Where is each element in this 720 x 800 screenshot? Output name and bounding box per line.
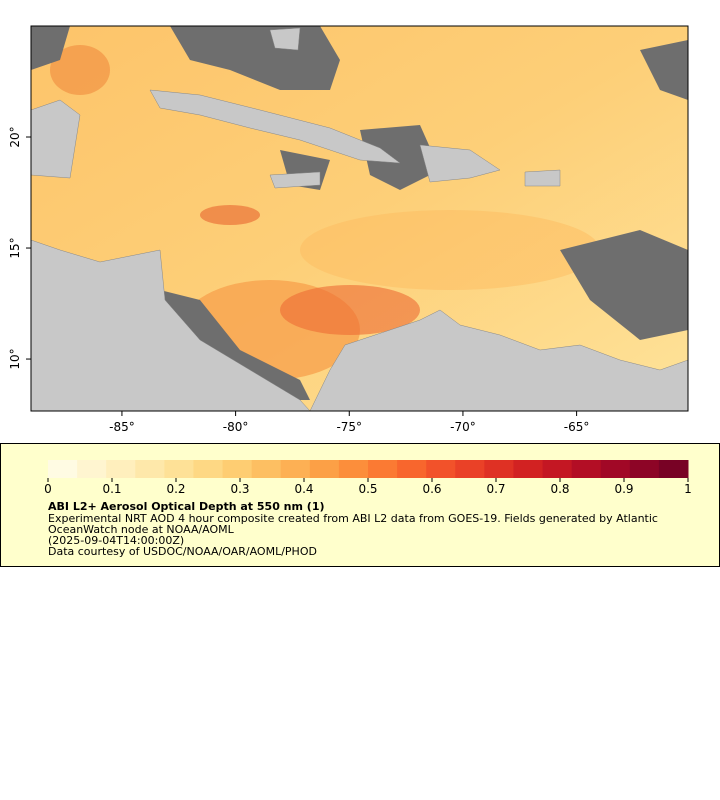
colorbar-cell <box>251 460 282 478</box>
colorbar-tick-label: 0.7 <box>486 482 505 496</box>
colorbar-cell <box>135 460 165 478</box>
colorbar-cell <box>542 460 573 478</box>
x-tick-label: -80° <box>223 420 249 434</box>
colorbar-cell <box>513 460 544 478</box>
legend-description: OceanWatch node at NOAA/AOML <box>48 523 235 536</box>
colorbar-cell <box>658 460 689 478</box>
legend-description: (2025-09-04T14:00:00Z) <box>48 534 184 547</box>
colorbar-tick-label: 0.8 <box>550 482 569 496</box>
colorbar-cell <box>309 460 340 478</box>
legend-description: Experimental NRT AOD 4 hour composite cr… <box>48 512 658 525</box>
colorbar-tick-label: 1 <box>684 482 692 496</box>
colorbar-tick-label: 0.5 <box>358 482 377 496</box>
colorbar-cell <box>164 460 194 478</box>
x-tick-label: -85° <box>109 420 135 434</box>
colorbar-cell <box>571 460 602 478</box>
x-tick-label: -65° <box>564 420 590 434</box>
legend-description: Data courtesy of USDOC/NOAA/OAR/AOML/PHO… <box>48 545 317 558</box>
colorbar-cell <box>600 460 631 478</box>
colorbar-cell <box>338 460 369 478</box>
colorbar-tick-label: 0.9 <box>614 482 633 496</box>
x-tick-label: -70° <box>450 420 476 434</box>
y-tick-label: 20° <box>8 126 22 147</box>
colorbar-cell <box>368 460 398 478</box>
y-tick-label: 15° <box>8 237 22 258</box>
legend-title: ABI L2+ Aerosol Optical Depth at 550 nm … <box>48 500 325 513</box>
colorbar-cell <box>77 460 107 478</box>
colorbar-cell <box>455 460 485 478</box>
colorbar-cell <box>629 460 660 478</box>
colorbar-cell <box>280 460 311 478</box>
colorbar-tick-label: 0 <box>44 482 52 496</box>
y-tick-label: 10° <box>8 348 22 369</box>
colorbar-cell <box>426 460 456 478</box>
colorbar-tick-label: 0.4 <box>294 482 313 496</box>
colorbar-cell <box>193 460 224 478</box>
colorbar-tick-label: 0.3 <box>230 482 249 496</box>
map-raster <box>31 26 688 411</box>
colorbar-cell <box>48 460 78 478</box>
colorbar-tick-label: 0.6 <box>422 482 441 496</box>
colorbar-cell <box>222 460 253 478</box>
colorbar-tick-label: 0.1 <box>102 482 121 496</box>
map-frame <box>30 25 689 412</box>
colorbar-cell <box>106 460 136 478</box>
colorbar-tick-label: 0.2 <box>166 482 185 496</box>
colorbar-cell <box>397 460 427 478</box>
colorbar-cell <box>484 460 514 478</box>
x-tick-label: -75° <box>336 420 362 434</box>
